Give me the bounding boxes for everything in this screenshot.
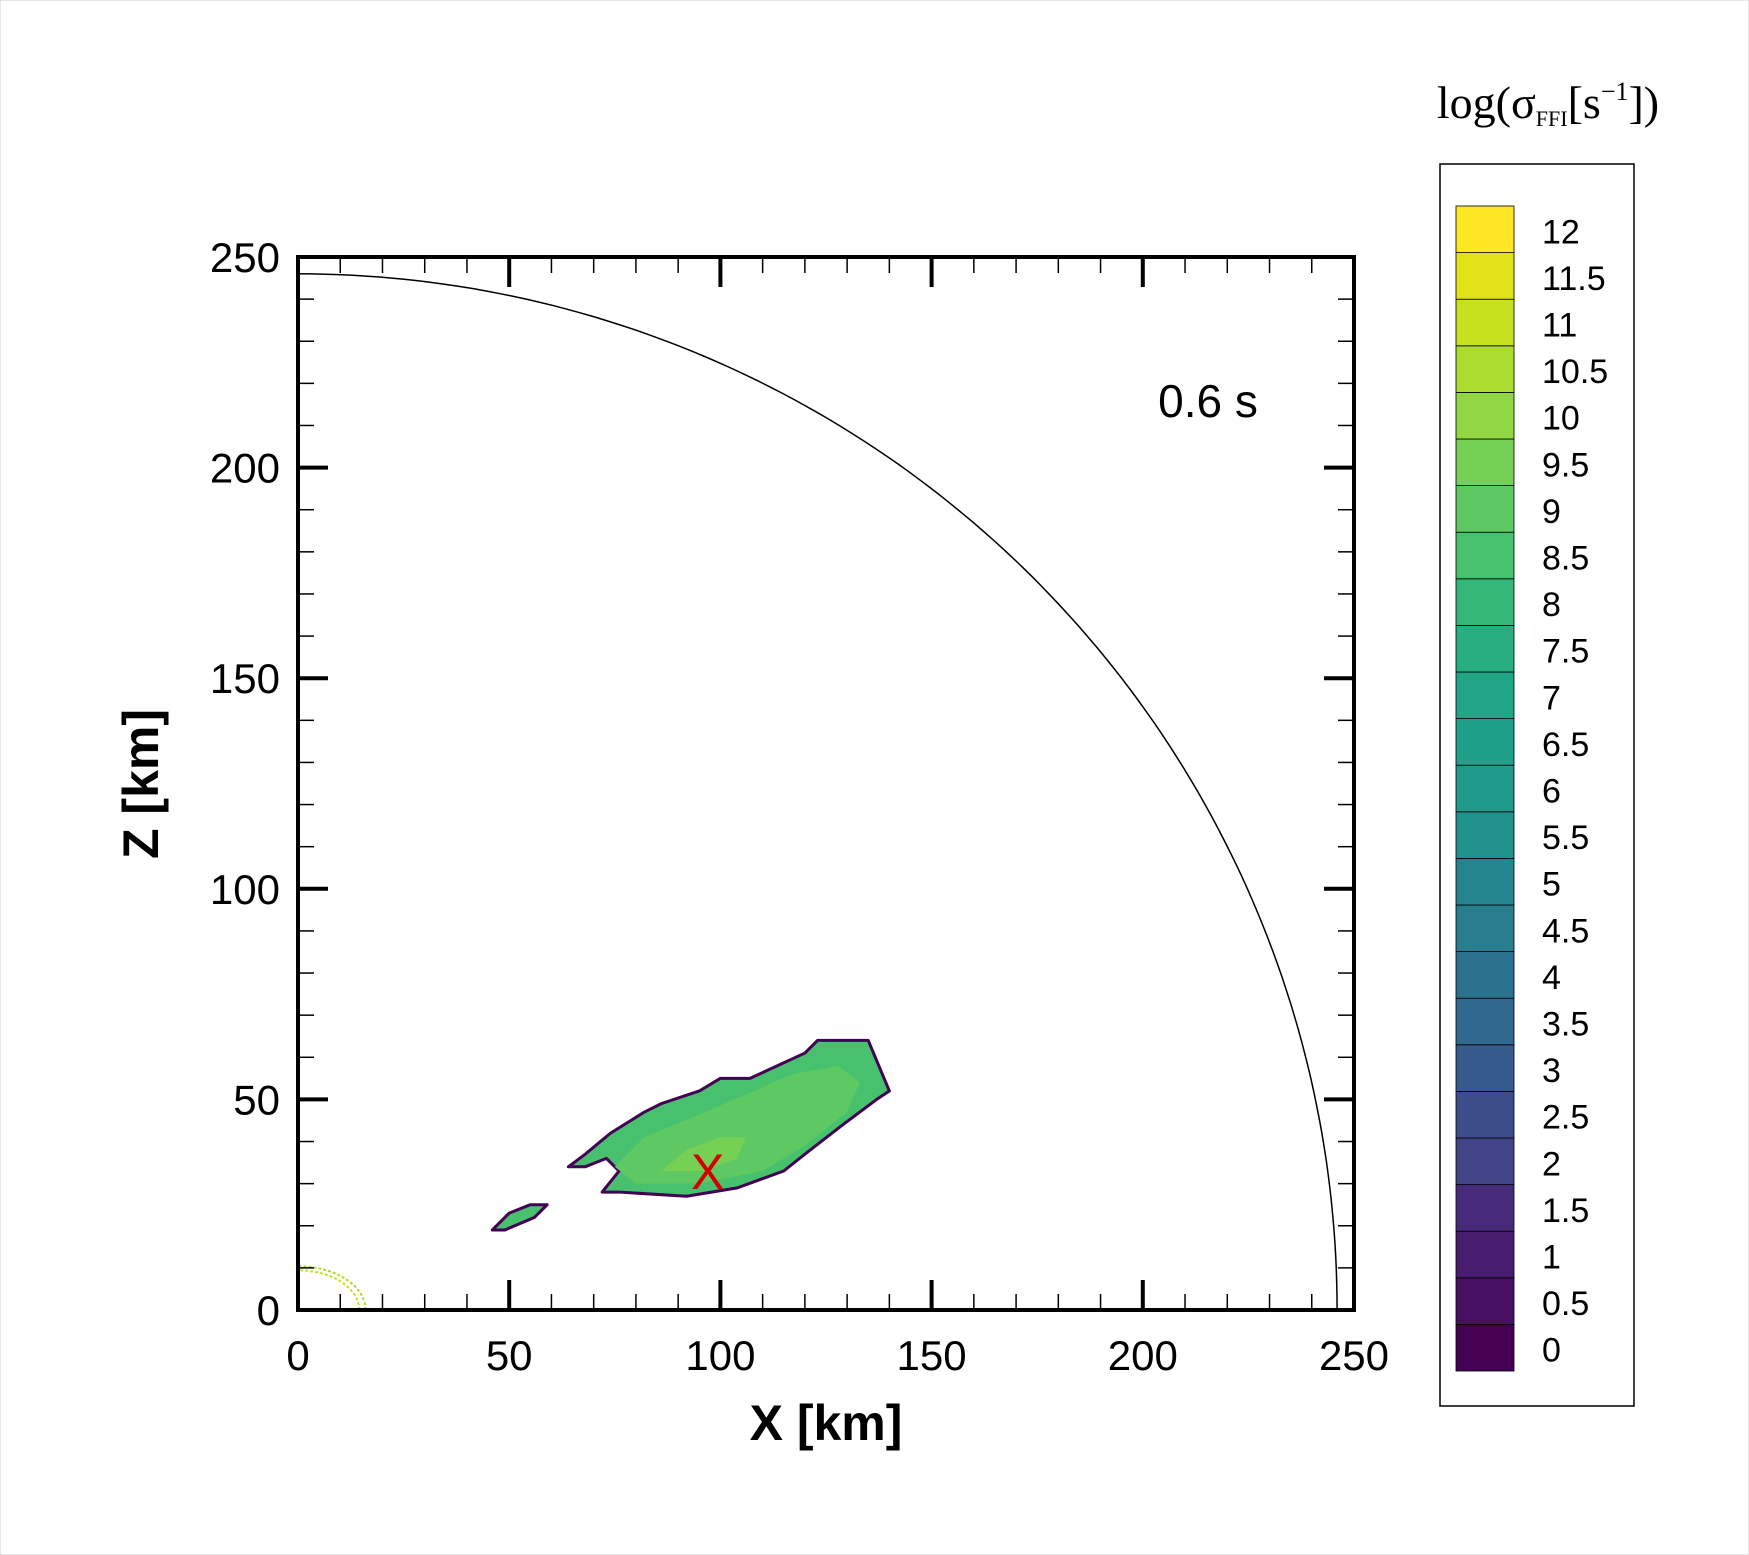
colorbar-tick-label: 7.5 <box>1542 633 1589 671</box>
colorbar-tick-label: 9 <box>1542 493 1561 531</box>
colorbar-title-exp: −1 <box>1601 77 1629 106</box>
colorbar-title: log(σFFI[s−1]) <box>1437 77 1659 131</box>
x-tick-label: 150 <box>897 1332 967 1379</box>
colorbar-labels: 00.511.522.533.544.555.566.577.588.599.5… <box>1542 213 1608 1369</box>
contour-core-region <box>614 1065 860 1184</box>
colorbar-swatch <box>1455 205 1515 253</box>
colorbar-tick-label: 3 <box>1542 1052 1561 1090</box>
plot-area: 0 50 100 150 200 250 0 50 100 150 200 250 0.6 s X [… <box>113 234 1389 1451</box>
corner-arc-inner <box>298 1269 361 1310</box>
colorbar-tick-label: 12 <box>1542 213 1580 251</box>
colorbar-tick-label: 2 <box>1542 1145 1561 1183</box>
colorbar-swatch <box>1455 438 1515 486</box>
colorbar-tick-label: 5 <box>1542 866 1561 904</box>
boundary-layer <box>298 273 1338 1310</box>
x-tick-label: 100 <box>685 1332 755 1379</box>
colorbar-swatch <box>1455 1184 1515 1232</box>
y-tick-label: 200 <box>210 445 280 492</box>
colorbar-swatch <box>1455 811 1515 859</box>
colorbar-tick-label: 10 <box>1542 400 1580 438</box>
colorbar-tick-label: 8 <box>1542 586 1561 624</box>
colorbar-tick-label: 9.5 <box>1542 446 1589 484</box>
contour-regions <box>298 1038 891 1310</box>
colorbar-tick-label: 1 <box>1542 1239 1561 1277</box>
colorbar-swatch <box>1455 671 1515 719</box>
colorbar-title-unit: [s <box>1568 77 1601 128</box>
colorbar-tick-label: 2.5 <box>1542 1099 1589 1137</box>
colorbar-swatch <box>1455 718 1515 766</box>
colorbar-title-close: ]) <box>1628 77 1659 128</box>
colorbar-tick-label: 4.5 <box>1542 912 1589 950</box>
colorbar-swatch <box>1455 345 1515 393</box>
contour-peak-region <box>661 1137 746 1172</box>
y-tick-label: 50 <box>233 1076 280 1123</box>
colorbar-tick-label: 11 <box>1542 307 1577 345</box>
x-tick-label: 200 <box>1108 1332 1178 1379</box>
colorbar-tick-label: 1.5 <box>1542 1192 1589 1230</box>
colorbar-swatches <box>1455 205 1515 1372</box>
boundary-circle <box>298 273 1338 1310</box>
colorbar-title-sub: FFI <box>1536 106 1568 131</box>
colorbar-swatch <box>1455 904 1515 952</box>
colorbar-swatch <box>1455 997 1515 1046</box>
colorbar-tick-label: 6.5 <box>1542 726 1589 764</box>
x-tick-label: 50 <box>486 1332 533 1379</box>
colorbar-swatch <box>1455 764 1515 813</box>
colorbar-tick-label: 3.5 <box>1542 1006 1589 1044</box>
colorbar-swatch <box>1455 1137 1515 1185</box>
corner-arc-outer <box>298 1265 367 1310</box>
colorbar-tick-label: 11.5 <box>1542 260 1606 298</box>
colorbar-tick-label: 10.5 <box>1542 353 1608 391</box>
x-tick-label: 0 <box>286 1332 309 1379</box>
colorbar-swatch <box>1455 625 1515 673</box>
x-axis-label: X [km] <box>750 1395 903 1451</box>
colorbar-swatch <box>1455 485 1515 533</box>
colorbar-swatch <box>1455 391 1515 440</box>
colorbar-tick-label: 8.5 <box>1542 540 1589 578</box>
y-tick-label: 0 <box>257 1287 280 1334</box>
colorbar-tick-label: 4 <box>1542 959 1561 997</box>
colorbar-swatch <box>1455 1277 1515 1325</box>
colorbar-title-main: log(σ <box>1437 77 1536 128</box>
colorbar-swatch <box>1455 858 1515 906</box>
y-axis-label: Z [km] <box>113 709 169 859</box>
x-marker: X <box>691 1144 724 1200</box>
y-tick-label: 100 <box>210 866 280 913</box>
colorbar-swatch <box>1455 1091 1515 1139</box>
colorbar-swatch <box>1455 1230 1515 1279</box>
colorbar-swatch <box>1455 951 1515 999</box>
y-tick-label: 150 <box>210 655 280 702</box>
colorbar-swatch <box>1455 531 1515 580</box>
colorbar-swatch <box>1455 578 1515 626</box>
x-tick-label: 250 <box>1319 1332 1389 1379</box>
colorbar: log(σFFI[s−1]) 00.511.522.533.544.555.56… <box>1437 77 1659 1407</box>
colorbar-tick-label: 5.5 <box>1542 819 1589 857</box>
colorbar-tick-label: 0.5 <box>1542 1285 1589 1323</box>
colorbar-tick-label: 7 <box>1542 679 1561 717</box>
axis-tick-labels: 0 50 100 150 200 250 0 50 100 150 200 250 <box>210 234 1389 1379</box>
colorbar-tick-label: 6 <box>1542 773 1561 811</box>
colorbar-swatch <box>1455 252 1515 300</box>
colorbar-swatch <box>1455 298 1515 347</box>
plot-frame <box>296 255 1356 1312</box>
contour-small-blob <box>490 1203 549 1232</box>
time-annotation: 0.6 s <box>1158 375 1258 427</box>
colorbar-swatch <box>1455 1324 1515 1372</box>
colorbar-swatch <box>1455 1044 1515 1092</box>
colorbar-tick-label: 0 <box>1542 1332 1561 1370</box>
y-tick-label: 250 <box>210 234 280 281</box>
